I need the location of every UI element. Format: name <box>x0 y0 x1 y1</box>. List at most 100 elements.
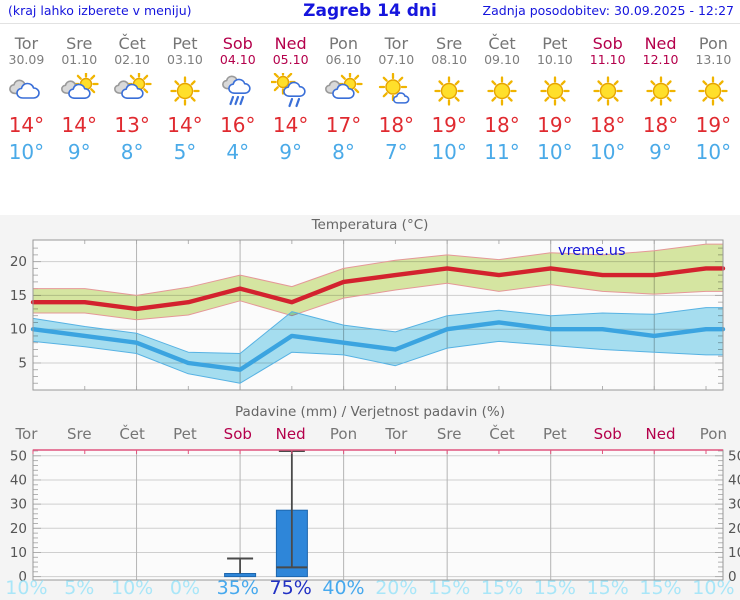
day-min-temp: 8° <box>332 140 355 164</box>
svg-text:10: 10 <box>10 322 27 338</box>
day-max-temp: 17° <box>325 113 362 137</box>
precip-day-label: Sob <box>223 425 252 443</box>
precip-probability: 75% <box>269 577 312 599</box>
day-date: 12.10 <box>642 52 679 67</box>
precip-probability: 15% <box>533 577 576 599</box>
precip-probability: 10% <box>5 577 48 599</box>
day-max-temp: 18° <box>484 113 520 137</box>
day-max-temp: 19° <box>537 113 573 137</box>
precip-day-label: Ned <box>645 425 676 443</box>
svg-text:50: 50 <box>10 448 27 464</box>
day-name: Sob <box>222 34 253 53</box>
svg-text:40: 40 <box>728 473 740 489</box>
precip-day-label: Tor <box>385 425 408 443</box>
day-date: 04.10 <box>219 52 256 67</box>
precipitation-chart-svg: 0 0 10 10 20 20 30 30 40 40 50 50 <box>10 448 740 582</box>
day-column: Ned 05.10 14° 9° <box>264 24 317 215</box>
fourteen-day-strip: Tor 30.09 14° 10° Sre 01.10 14° 9° Čet 02.10 13° 8°… <box>0 24 740 215</box>
svg-text:30: 30 <box>728 497 740 513</box>
precipitation-chart-title: Padavine (mm) / Verjetnost padavin (%) <box>235 404 505 420</box>
day-max-temp: 18° <box>378 113 415 137</box>
day-name: Čet <box>488 34 516 53</box>
sunny-icon <box>487 76 517 106</box>
rain-icon <box>221 75 251 106</box>
precip-day-label: Čet <box>489 425 515 443</box>
day-name: Pon <box>328 34 358 53</box>
precip-day-label: Pet <box>173 425 197 443</box>
partly-cloudy-icon <box>61 73 99 99</box>
sunny-icon <box>698 76 729 106</box>
cloudy-icon <box>9 79 41 99</box>
day-column: Čet 02.10 13° 8° <box>106 24 159 215</box>
precip-probability: 0% <box>169 577 201 599</box>
day-min-temp: 10° <box>537 140 573 164</box>
page-header: (kraj lahko izberete v meniju) Zagreb 14… <box>0 0 740 24</box>
day-column: Tor 30.09 14° 10° <box>0 24 53 215</box>
svg-text:40: 40 <box>10 473 27 489</box>
day-name: Ned <box>644 34 677 53</box>
day-max-temp: 13° <box>114 113 150 137</box>
day-column: Sre 08.10 19° 10° <box>423 24 476 215</box>
day-date: 09.10 <box>484 52 520 67</box>
day-name: Pet <box>542 34 568 53</box>
day-min-temp: 10° <box>431 140 467 164</box>
day-min-temp: 10° <box>8 140 45 164</box>
sunny-icon <box>434 76 464 106</box>
day-column: Pet 03.10 14° 5° <box>159 24 212 215</box>
precip-day-label: Tor <box>15 425 38 443</box>
day-min-temp: 5° <box>173 140 197 164</box>
temperature-chart-title: Temperatura (°C) <box>311 217 429 233</box>
precip-day-label: Pon <box>329 425 358 443</box>
day-min-temp: 9° <box>67 140 91 164</box>
day-max-temp: 14° <box>8 113 45 137</box>
precipitation-chart: 0 0 10 10 20 20 30 30 40 40 50 50 <box>0 448 740 582</box>
day-date: 07.10 <box>378 52 415 67</box>
day-max-temp: 18° <box>589 113 626 137</box>
precip-day-label: Pet <box>543 425 567 443</box>
day-max-temp: 14° <box>167 113 203 137</box>
precip-probability: 15% <box>639 577 682 599</box>
svg-text:30: 30 <box>10 497 27 513</box>
day-column: Sob 04.10 16° 4° <box>211 24 264 215</box>
temperature-chart-svg: 5 10 15 20 <box>10 239 726 391</box>
temperature-chart: 5 10 15 20 <box>0 233 740 400</box>
precip-probability: 40% <box>322 577 365 599</box>
svg-text:20: 20 <box>10 254 27 270</box>
day-max-temp: 18° <box>642 113 679 137</box>
day-column: Tor 07.10 18° 7° <box>370 24 423 215</box>
partly-cloudy-icon <box>325 73 364 99</box>
svg-text:20: 20 <box>10 521 27 537</box>
day-date: 03.10 <box>167 52 203 67</box>
precip-day-label: Sre <box>66 425 92 443</box>
precip-probability: 10% <box>110 577 154 599</box>
precip-probability: 35% <box>216 577 259 599</box>
svg-text:0: 0 <box>728 569 737 582</box>
precip-probability: 15% <box>428 577 471 599</box>
day-min-temp: 8° <box>120 140 144 164</box>
day-name: Pet <box>172 34 198 53</box>
day-column: Sob 11.10 18° 10° <box>581 24 634 215</box>
day-column: Pon 13.10 19° 10° <box>687 24 740 215</box>
location-hint-text: (kraj lahko izberete v meniju) <box>8 3 192 18</box>
day-date: 01.10 <box>61 52 98 67</box>
day-date: 10.10 <box>536 52 573 67</box>
sunny-icon <box>170 76 200 106</box>
day-column: Pon 06.10 17° 8° <box>317 24 370 215</box>
sunny-icon <box>645 76 676 106</box>
day-name: Tor <box>384 34 409 53</box>
day-date: 11.10 <box>589 52 626 67</box>
day-column: Sre 01.10 14° 9° <box>53 24 106 215</box>
day-name: Čet <box>118 34 146 53</box>
day-min-temp: 9° <box>279 140 302 164</box>
partly-cloudy-icon <box>114 73 152 99</box>
svg-text:20: 20 <box>728 521 740 537</box>
day-max-temp: 14° <box>272 113 309 137</box>
watermark-vreme-us: vreme.us <box>558 243 626 259</box>
precip-day-label: Čet <box>119 425 145 443</box>
sunny-icon <box>593 76 623 106</box>
svg-text:50: 50 <box>728 448 740 464</box>
day-date: 30.09 <box>8 52 45 67</box>
day-min-temp: 4° <box>226 140 250 164</box>
precip-day-label: Sob <box>593 425 622 443</box>
